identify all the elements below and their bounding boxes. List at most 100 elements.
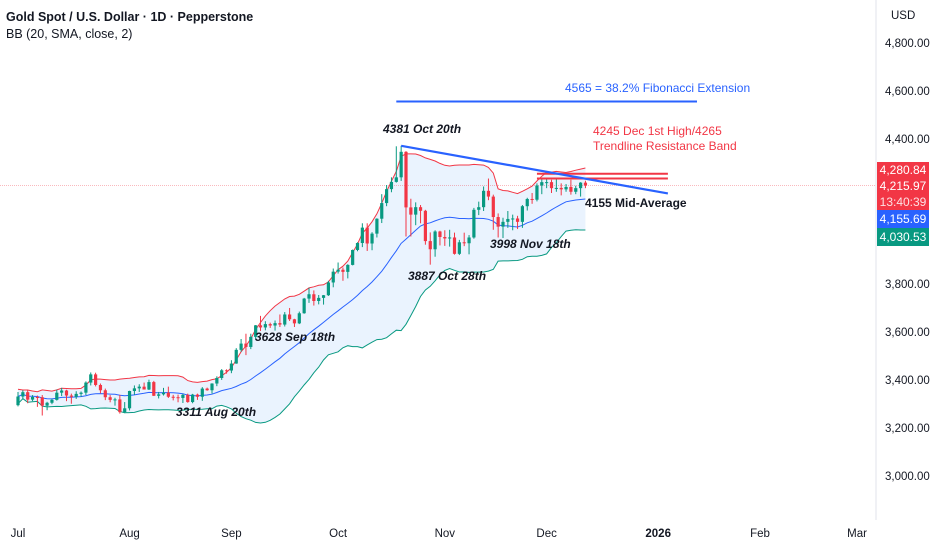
candle-body: [583, 182, 588, 186]
time-tick: Dec: [536, 528, 557, 540]
candle-body: [438, 231, 442, 237]
candle-body: [554, 187, 558, 189]
candle-body: [132, 388, 136, 391]
candle-body: [147, 382, 151, 390]
candle-body: [113, 399, 117, 401]
resistance-annotation-line1: 4245 Dec 1st High/4265: [593, 124, 722, 138]
candle-body: [205, 388, 209, 391]
candle-body: [564, 186, 568, 190]
candle-body: [486, 190, 491, 197]
candle-body: [467, 237, 471, 244]
time-tick: Jul: [10, 528, 26, 540]
candle-body: [283, 314, 287, 325]
candle-body: [394, 177, 398, 182]
candle-body: [457, 242, 461, 254]
price-tick: 3,400.00: [885, 374, 930, 387]
candle-body: [186, 394, 190, 403]
candle-body: [380, 203, 384, 219]
price-tick: 4,600.00: [885, 86, 930, 99]
drawings[interactable]: [396, 100, 697, 195]
candle-body: [302, 298, 306, 314]
candle-body: [496, 217, 500, 227]
time-tick: Feb: [750, 528, 770, 540]
candle-body: [16, 396, 20, 406]
candle-body: [79, 392, 83, 394]
candle-body: [540, 182, 544, 186]
candle-body: [273, 323, 277, 326]
candle-body: [26, 392, 30, 400]
candle-body: [161, 392, 166, 395]
candle-body: [491, 196, 495, 218]
candle-body: [448, 237, 452, 239]
candle-body: [375, 218, 379, 234]
time-tick: Aug: [119, 528, 140, 540]
candle-body: [191, 394, 195, 403]
high-annotation: 4381 Oct 20th: [383, 122, 462, 136]
candle-body: [108, 397, 112, 400]
candle-body: [98, 384, 103, 391]
candle-body: [559, 187, 563, 190]
candle-body: [428, 241, 432, 250]
candle-body: [423, 210, 427, 242]
candle-body: [35, 396, 39, 398]
symbol-title[interactable]: Gold Spot / U.S. Dollar · 1D · Peppersto…: [6, 10, 254, 24]
candle-body: [127, 390, 132, 409]
candle-body: [94, 374, 98, 385]
candle-body: [307, 294, 311, 299]
candle-body: [292, 319, 297, 324]
price-tick: 3,800.00: [885, 278, 930, 291]
candle-body: [404, 151, 408, 208]
candle-body: [472, 209, 476, 238]
candle-body: [123, 408, 127, 413]
price-tick: 4,400.00: [885, 134, 930, 147]
mid-average-annotation: 4155 Mid-Average: [585, 196, 687, 210]
currency-label[interactable]: USD: [891, 10, 916, 22]
candle-body: [535, 185, 539, 200]
candle-body: [244, 343, 248, 347]
candle-body: [579, 182, 583, 189]
candle-body: [414, 207, 418, 215]
candle-body: [525, 198, 529, 207]
bar-countdown: 13:40:39: [877, 194, 929, 210]
price-tick: 3,000.00: [885, 471, 930, 484]
time-tick: Sep: [221, 528, 242, 540]
candle-body: [229, 363, 233, 371]
candles: [16, 145, 588, 416]
time-tick: Oct: [329, 528, 348, 540]
candle-body: [142, 386, 146, 390]
indicator-label[interactable]: BB (20, SMA, close, 2): [6, 27, 133, 41]
candle-body: [21, 392, 25, 397]
candle-body: [452, 237, 457, 254]
candle-body: [239, 343, 243, 350]
candle-body: [515, 218, 520, 222]
candle-body: [360, 227, 364, 244]
candle-body: [549, 182, 554, 189]
candle-body: [326, 282, 330, 296]
candle-body: [501, 221, 505, 227]
candle-body: [103, 390, 107, 398]
bb-upper-line: [17, 153, 586, 393]
fib-annotation: 4565 = 38.2% Fibonacci Extension: [565, 81, 751, 95]
candle-body: [45, 402, 49, 406]
candle-body: [50, 399, 54, 403]
candle-body: [399, 151, 403, 178]
candle-body: [278, 323, 282, 325]
candle-body: [30, 396, 35, 400]
candle-body: [263, 324, 267, 328]
candle-body: [258, 325, 263, 328]
candle-body: [385, 189, 389, 204]
candle-body: [210, 383, 214, 391]
candle-body: [55, 392, 59, 400]
resistance-annotation-line2: Trendline Resistance Band: [593, 139, 737, 153]
candle-body: [370, 233, 374, 244]
bb-lower-line: [17, 229, 586, 424]
candle-body: [321, 295, 326, 298]
candle-body: [152, 382, 156, 396]
candle-body: [351, 249, 355, 265]
bb-basis-line: [17, 198, 586, 400]
candle-body: [341, 269, 345, 272]
candle-body: [200, 388, 204, 397]
candle-body: [268, 324, 272, 326]
candle-body: [89, 374, 93, 383]
